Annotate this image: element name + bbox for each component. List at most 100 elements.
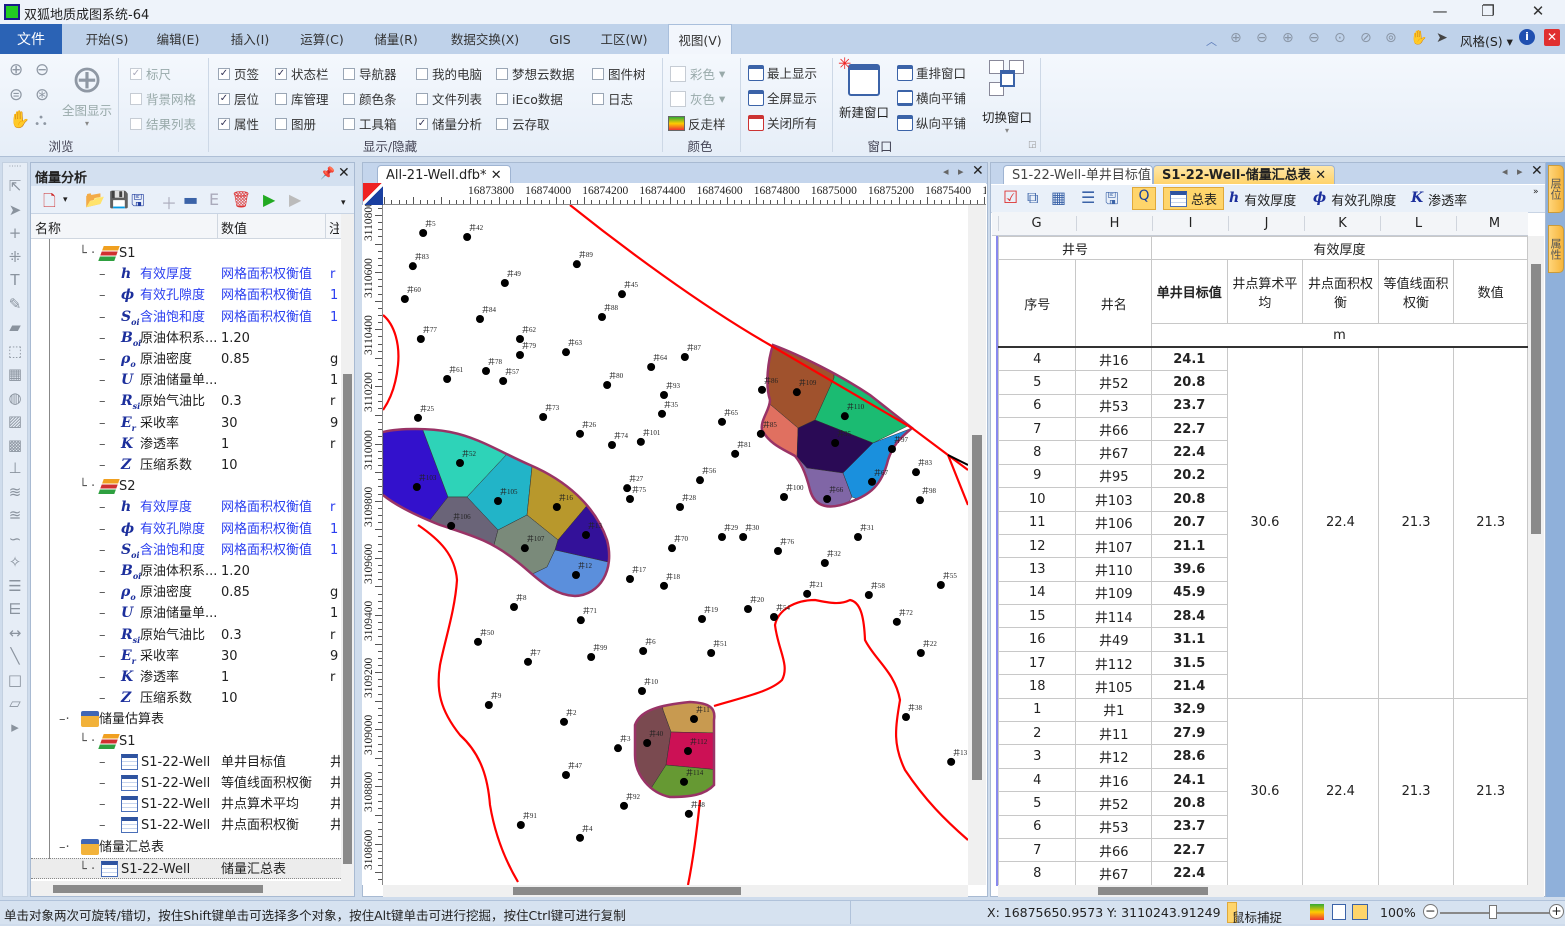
cell-well-name[interactable]: 井49: [1075, 627, 1152, 652]
cell-single-value[interactable]: 20.2: [1151, 463, 1228, 489]
cell-seq[interactable]: 7: [998, 837, 1077, 863]
well-dot[interactable]: [638, 687, 646, 695]
well-marker[interactable]: 井67: [868, 468, 889, 486]
well-marker[interactable]: 井89: [572, 250, 593, 269]
table-row[interactable]: 9 井95 20.2: [998, 463, 1528, 489]
tree-item[interactable]: – h 有效厚度 网格面积权衡值 r: [31, 497, 341, 518]
cell-seq[interactable]: 13: [998, 557, 1077, 582]
table-row[interactable]: 13 井110 39.6: [998, 557, 1528, 582]
cell-value[interactable]: 21.3: [1453, 346, 1528, 699]
well-marker[interactable]: 井22: [916, 639, 937, 657]
menu-tab-7[interactable]: GIS: [549, 32, 571, 47]
cell-seq[interactable]: 11: [998, 510, 1077, 535]
tile-horizontal-button[interactable]: 横向平铺: [897, 88, 966, 107]
well-marker[interactable]: 井18: [660, 572, 681, 590]
cell-well-name[interactable]: 井67: [1075, 861, 1152, 885]
well-marker[interactable]: 井62: [516, 325, 537, 343]
checkbox-10[interactable]: 颜色条: [343, 89, 397, 108]
query-button[interactable]: Q: [1132, 187, 1156, 210]
tile-vertical-button[interactable]: 纵向平铺: [897, 113, 966, 132]
well-dot[interactable]: [500, 279, 509, 287]
checkbox-box[interactable]: [130, 117, 142, 130]
well-dot[interactable]: [414, 413, 422, 422]
well-marker[interactable]: 井16: [552, 493, 573, 511]
well-dot[interactable]: [482, 367, 490, 375]
well-dot[interactable]: [864, 591, 873, 599]
checkbox-box[interactable]: ✓: [218, 117, 230, 130]
page-view-icon[interactable]: [1332, 904, 1346, 920]
checkbox-box[interactable]: [496, 117, 508, 130]
select-arrow-icon[interactable]: ⇱: [8, 177, 22, 195]
dialog-launcher-icon[interactable]: ◲: [1028, 140, 1037, 150]
cell-seq[interactable]: 4: [998, 346, 1077, 372]
well-dot[interactable]: [484, 701, 493, 709]
expand-icon[interactable]: ▸: [11, 717, 19, 736]
zoom-in-button[interactable]: +: [1549, 904, 1564, 919]
grid-icon[interactable]: ▦: [7, 365, 23, 383]
table-row[interactable]: 3 井12 28.6: [998, 744, 1528, 769]
tree-item[interactable]: – ϕ 有效孔隙度 网格面积权衡值 1: [31, 285, 341, 306]
cell-seq[interactable]: 15: [998, 604, 1077, 629]
lines-icon[interactable]: ☰: [8, 576, 22, 595]
cell-seq[interactable]: 8: [998, 440, 1077, 465]
checkbox-4[interactable]: ✓ 层位: [218, 89, 259, 108]
checkbox-0[interactable]: ✓ 标尺: [130, 64, 171, 83]
top-most-button[interactable]: 最上显示: [748, 63, 817, 82]
cell-seq[interactable]: 4: [998, 767, 1077, 793]
checkbox-12[interactable]: 我的电脑: [416, 64, 482, 83]
menu-tab-3[interactable]: 插入(I): [230, 32, 270, 47]
well-marker[interactable]: 井109: [792, 378, 817, 397]
well-marker[interactable]: 井103: [412, 473, 437, 491]
well-marker[interactable]: 井54: [770, 603, 791, 621]
well-dot[interactable]: [560, 717, 568, 726]
well-dot[interactable]: [412, 483, 421, 491]
well-marker[interactable]: 井92: [620, 792, 641, 810]
tab-scroll-right-icon[interactable]: ▸: [958, 165, 964, 178]
cell-single-value[interactable]: 20.8: [1151, 370, 1228, 395]
well-marker[interactable]: 井61: [443, 365, 464, 383]
well-dot[interactable]: [443, 375, 452, 383]
run-disabled-icon[interactable]: ▶: [289, 190, 302, 209]
checkbox-box[interactable]: ✓: [218, 92, 230, 105]
delete-icon[interactable]: 🗑: [231, 190, 252, 209]
table-vertical-scrollbar[interactable]: [1528, 236, 1544, 885]
well-dot[interactable]: [400, 295, 409, 303]
well-dot[interactable]: [626, 495, 634, 503]
well-dot[interactable]: [792, 388, 801, 397]
well-dot[interactable]: [820, 559, 829, 567]
checkbox-16[interactable]: iEco数据: [496, 89, 563, 108]
well-marker[interactable]: 井47: [562, 761, 583, 779]
remove-icon[interactable]: ▬: [183, 190, 199, 209]
cell-single-value[interactable]: 24.1: [1151, 346, 1228, 372]
well-marker[interactable]: 井31: [854, 523, 875, 541]
close-all-button[interactable]: 关闭所有: [748, 113, 817, 132]
well-marker[interactable]: 井88: [598, 303, 619, 321]
well-dot[interactable]: [780, 493, 788, 501]
checkbox-box[interactable]: [496, 67, 508, 80]
map-vertical-scrollbar[interactable]: [968, 205, 986, 885]
well-marker[interactable]: 井29: [718, 523, 739, 541]
well-marker[interactable]: 井56: [696, 466, 717, 485]
well-marker[interactable]: 井20: [744, 595, 765, 613]
checkbox-9[interactable]: 导航器: [343, 64, 397, 83]
checkbox-box[interactable]: [496, 92, 508, 105]
well-dot[interactable]: [516, 335, 524, 343]
well-marker[interactable]: 井17: [626, 565, 647, 583]
well-dot[interactable]: [576, 429, 584, 438]
cell-single-value[interactable]: 31.1: [1151, 627, 1228, 652]
cell-area-weighted[interactable]: 22.4: [1302, 346, 1379, 699]
thickness-button[interactable]: h 有效厚度: [1229, 190, 1296, 209]
well-marker[interactable]: 井84: [476, 305, 496, 323]
well-marker[interactable]: 井110: [840, 402, 865, 421]
table-row[interactable]: 15 井114 28.4: [998, 604, 1528, 629]
well-marker[interactable]: 井81: [731, 440, 752, 458]
zoom-window-icon[interactable]: ⊕: [1282, 30, 1294, 46]
node-icon[interactable]: ⁜: [8, 247, 22, 266]
well-marker[interactable]: 井70: [668, 534, 689, 553]
well-dot[interactable]: [739, 533, 748, 541]
tree-item[interactable]: – Er 采收率 30 9: [31, 413, 341, 434]
well-dot[interactable]: [936, 581, 945, 589]
cell-seq[interactable]: 5: [998, 370, 1077, 395]
well-dot[interactable]: [758, 385, 766, 394]
check-icon[interactable]: ☑: [1003, 188, 1019, 208]
